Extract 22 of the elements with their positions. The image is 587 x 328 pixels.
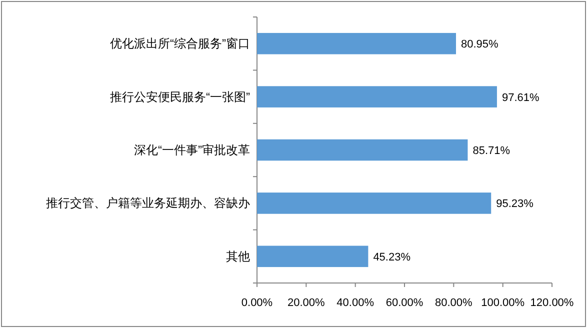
x-tick-label: 120.00% <box>530 297 574 309</box>
data-label: 80.95% <box>461 38 499 51</box>
y-tick-label: 优化派出所“综合服务”窗口 <box>110 36 250 51</box>
x-tick-label: 0.00% <box>241 297 273 309</box>
bar <box>257 139 468 161</box>
bar <box>257 32 456 54</box>
x-tick-label: 60.00% <box>386 297 424 309</box>
x-tick-label: 20.00% <box>288 297 326 309</box>
data-label: 45.23% <box>373 251 411 264</box>
data-label: 97.61% <box>502 92 540 104</box>
x-tick-label: 40.00% <box>336 297 374 309</box>
bar <box>257 86 497 108</box>
y-tick-label: 推行公安便民服务“一张图” <box>110 90 250 104</box>
x-tick-label: 80.00% <box>435 297 473 309</box>
y-tick-label: 其他 <box>226 249 250 264</box>
data-label: 85.71% <box>472 145 510 157</box>
bar <box>257 192 492 214</box>
bar <box>257 246 368 268</box>
data-label: 95.23% <box>496 198 534 210</box>
x-tick-label: 100.00% <box>481 297 525 309</box>
y-tick-label: 推行交管、户籍等业务延期办、容缺办 <box>46 196 250 210</box>
y-tick-label: 深化“一件事”审批改革 <box>134 143 250 157</box>
